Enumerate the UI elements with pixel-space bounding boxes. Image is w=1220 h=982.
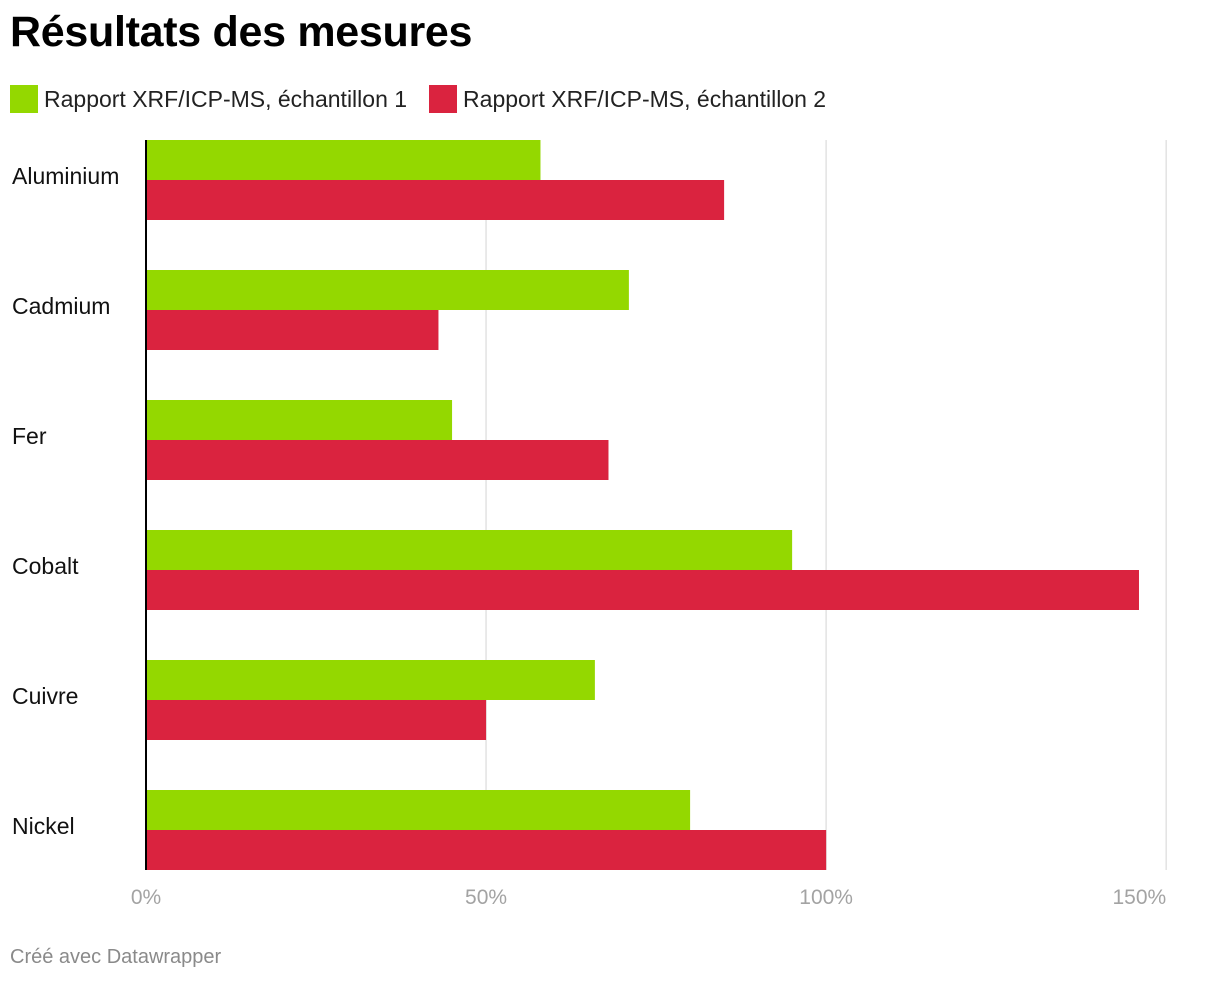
legend-swatch-series-2 (429, 85, 458, 113)
legend-label-series-2: Rapport XRF/ICP-MS, échantillon 2 (463, 85, 827, 112)
x-tick-label-0: 0% (131, 886, 161, 909)
category-label-cobalt: Cobalt (12, 553, 79, 579)
legend-item-series-2: Rapport XRF/ICP-MS, échantillon 2 (429, 85, 826, 113)
bar-fer-series-2 (146, 440, 609, 480)
footer-credit: Créé avec Datawrapper (10, 946, 222, 968)
legend-item-series-1: Rapport XRF/ICP-MS, échantillon 1 (10, 85, 407, 113)
category-label-aluminium: Aluminium (12, 163, 119, 189)
legend-swatch-series-1 (10, 85, 38, 113)
x-tick-label-150: 150% (1112, 886, 1166, 909)
legend-label-series-1: Rapport XRF/ICP-MS, échantillon 1 (44, 85, 408, 112)
bar-cuivre-series-2 (146, 700, 487, 740)
bar-cobalt-series-1 (146, 530, 793, 570)
category-label-nickel: Nickel (12, 813, 75, 839)
bar-chart: 0% 50% 100% 150% Aluminium Cadmium Fer Cobalt Cu… (12, 140, 1167, 909)
chart-title: Résultats des mesures (10, 8, 473, 56)
x-tick-label-100: 100% (799, 886, 853, 909)
bar-nickel-series-1 (146, 790, 691, 830)
bar-fer-series-1 (146, 400, 453, 440)
category-label-fer: Fer (12, 423, 47, 449)
bar-cadmium-series-1 (146, 270, 629, 310)
bar-cobalt-series-2 (146, 570, 1139, 610)
bar-cadmium-series-2 (146, 310, 439, 350)
category-label-cuivre: Cuivre (12, 683, 78, 709)
bar-aluminium-series-2 (146, 180, 725, 220)
bar-cuivre-series-1 (146, 660, 595, 700)
bar-nickel-series-2 (146, 830, 827, 870)
legend: Rapport XRF/ICP-MS, échantillon 1 Rappor… (10, 84, 848, 114)
category-label-cadmium: Cadmium (12, 293, 110, 319)
bar-aluminium-series-1 (146, 140, 541, 180)
x-tick-label-50: 50% (465, 886, 507, 909)
